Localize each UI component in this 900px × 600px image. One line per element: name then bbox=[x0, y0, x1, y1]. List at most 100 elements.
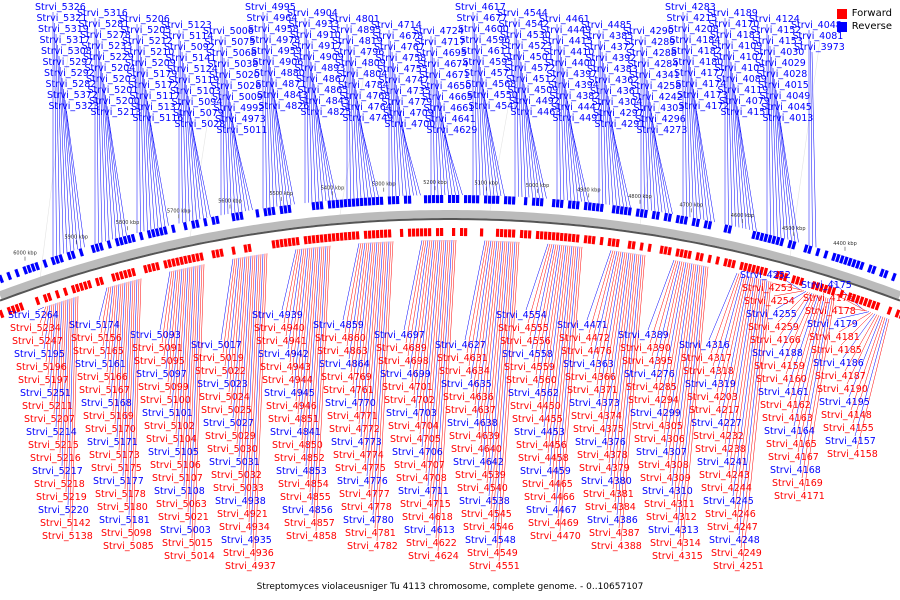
reverse-feature-block bbox=[823, 250, 829, 259]
forward-leader-line bbox=[122, 281, 132, 477]
forward-gene-label: Strvi_4148 bbox=[821, 410, 872, 421]
forward-gene-label: Strvi_4203 bbox=[687, 392, 738, 403]
forward-feature-block bbox=[283, 238, 288, 247]
forward-feature-block bbox=[307, 235, 312, 244]
forward-gene-label: Strvi_5102 bbox=[144, 421, 195, 432]
forward-feature-block bbox=[747, 263, 753, 273]
reverse-feature-block bbox=[535, 197, 540, 207]
reverse-leader-line bbox=[271, 77, 285, 206]
forward-feature-block bbox=[715, 256, 720, 265]
forward-leader-line bbox=[614, 254, 640, 503]
forward-feature-block bbox=[439, 227, 444, 236]
forward-feature-block bbox=[778, 271, 785, 281]
reverse-feature-block bbox=[431, 195, 436, 204]
reverse-gene-label: Strvi_5114 bbox=[163, 31, 214, 42]
forward-leader-line bbox=[470, 240, 492, 380]
forward-gene-label: Strvi_4195 bbox=[819, 397, 870, 408]
forward-feature-block bbox=[331, 233, 336, 242]
reverse-leader-line bbox=[610, 117, 628, 208]
forward-gene-label: Strvi_5033 bbox=[213, 483, 264, 494]
reverse-feature-block bbox=[523, 197, 528, 206]
reverse-feature-block bbox=[779, 237, 785, 247]
forward-leader-line bbox=[724, 276, 754, 445]
reverse-gene-label: Strvi_5206 bbox=[119, 14, 170, 25]
forward-feature-block bbox=[822, 284, 829, 294]
forward-feature-block bbox=[511, 229, 516, 238]
reverse-gene-label: Strvi_4013 bbox=[763, 113, 814, 124]
reverse-feature-block bbox=[255, 209, 260, 218]
forward-feature-block bbox=[567, 233, 572, 242]
reverse-gene-label: Strvi_4383 bbox=[587, 64, 638, 75]
reverse-gene-label: Strvi_5323 bbox=[49, 101, 100, 112]
reverse-gene-label: Strvi_4362 bbox=[589, 75, 640, 86]
forward-gene-label: Strvi_4255 bbox=[746, 309, 797, 320]
forward-gene-label: Strvi_4852 bbox=[274, 453, 325, 464]
forward-leader-line bbox=[673, 265, 701, 500]
forward-leader-line bbox=[295, 247, 311, 402]
reverse-gene-label: Strvi_5229 bbox=[83, 52, 134, 63]
forward-gene-label: Strvi_4167 bbox=[768, 452, 819, 463]
reverse-leader-line bbox=[307, 39, 313, 203]
forward-feature-block bbox=[535, 230, 540, 240]
reverse-leader-line bbox=[360, 122, 379, 198]
forward-gene-label: Strvi_4253 bbox=[742, 283, 793, 294]
forward-feature-block bbox=[303, 236, 308, 245]
reverse-leader-line bbox=[268, 55, 278, 207]
reverse-gene-label: Strvi_4283 bbox=[665, 2, 716, 13]
forward-feature-block bbox=[627, 240, 632, 250]
reverse-leader-line bbox=[147, 100, 162, 228]
forward-gene-label: Strvi_4775 bbox=[335, 463, 386, 474]
forward-leader-line bbox=[799, 298, 831, 466]
reverse-gene-label: Strvi_4768 bbox=[340, 91, 391, 102]
forward-gene-label: Strvi_4252 bbox=[740, 270, 791, 281]
reverse-gene-label: Strvi_4523 bbox=[502, 41, 553, 52]
forward-leader-line bbox=[179, 267, 191, 461]
reverse-gene-label: Strvi_4904 bbox=[287, 8, 338, 19]
forward-gene-label: Strvi_4187 bbox=[815, 371, 866, 382]
reverse-feature-block bbox=[239, 211, 244, 221]
reverse-leader-line bbox=[604, 73, 614, 206]
forward-leader-line bbox=[494, 241, 516, 536]
forward-feature-block bbox=[790, 275, 797, 284]
reverse-leader-line bbox=[234, 134, 253, 211]
reverse-gene-label: Strvi_4650 bbox=[421, 81, 472, 92]
legend-reverse: Reverse bbox=[836, 21, 892, 32]
forward-leader-line bbox=[183, 266, 195, 487]
forward-feature-block bbox=[854, 295, 861, 304]
forward-leader-line bbox=[181, 266, 193, 474]
reverse-gene-label: Strvi_4819 bbox=[332, 36, 383, 47]
reverse-leader-line bbox=[606, 84, 617, 206]
reverse-leader-line bbox=[397, 95, 411, 196]
reverse-leader-line bbox=[738, 116, 757, 232]
forward-gene-label: Strvi_5167 bbox=[79, 385, 130, 396]
forward-leader-line bbox=[124, 280, 134, 490]
reverse-feature-block bbox=[138, 231, 144, 241]
reverse-gene-label: Strvi_5123 bbox=[161, 20, 212, 31]
forward-gene-label: Strvi_4380 bbox=[581, 476, 632, 487]
forward-feature-block bbox=[870, 300, 877, 310]
reverse-gene-label: Strvi_4714 bbox=[371, 20, 422, 31]
forward-feature-block bbox=[94, 277, 101, 287]
forward-leader-line bbox=[468, 240, 490, 367]
forward-feature-block bbox=[499, 229, 504, 238]
forward-leader-line bbox=[248, 254, 262, 523]
reverse-leader-line bbox=[358, 111, 376, 198]
forward-leader-line bbox=[797, 297, 829, 453]
forward-gene-label: Strvi_4176 bbox=[803, 293, 854, 304]
forward-gene-label: Strvi_4850 bbox=[272, 440, 323, 451]
forward-feature-block bbox=[423, 228, 428, 237]
forward-gene-label: Strvi_4555 bbox=[498, 323, 549, 334]
forward-feature-block bbox=[315, 234, 320, 244]
forward-leader-line bbox=[240, 255, 254, 471]
reverse-feature-block bbox=[723, 224, 729, 233]
forward-gene-label: Strvi_5168 bbox=[81, 398, 132, 409]
scale-tick-label: 5400 kbp bbox=[321, 185, 345, 191]
forward-gene-label: Strvi_4376 bbox=[575, 437, 626, 448]
forward-gene-label: Strvi_4247 bbox=[707, 522, 758, 533]
reverse-gene-label: Strvi_4385 bbox=[583, 31, 634, 42]
forward-feature-block bbox=[187, 254, 192, 264]
forward-leader-line bbox=[714, 274, 744, 380]
forward-leader-line bbox=[246, 254, 260, 510]
